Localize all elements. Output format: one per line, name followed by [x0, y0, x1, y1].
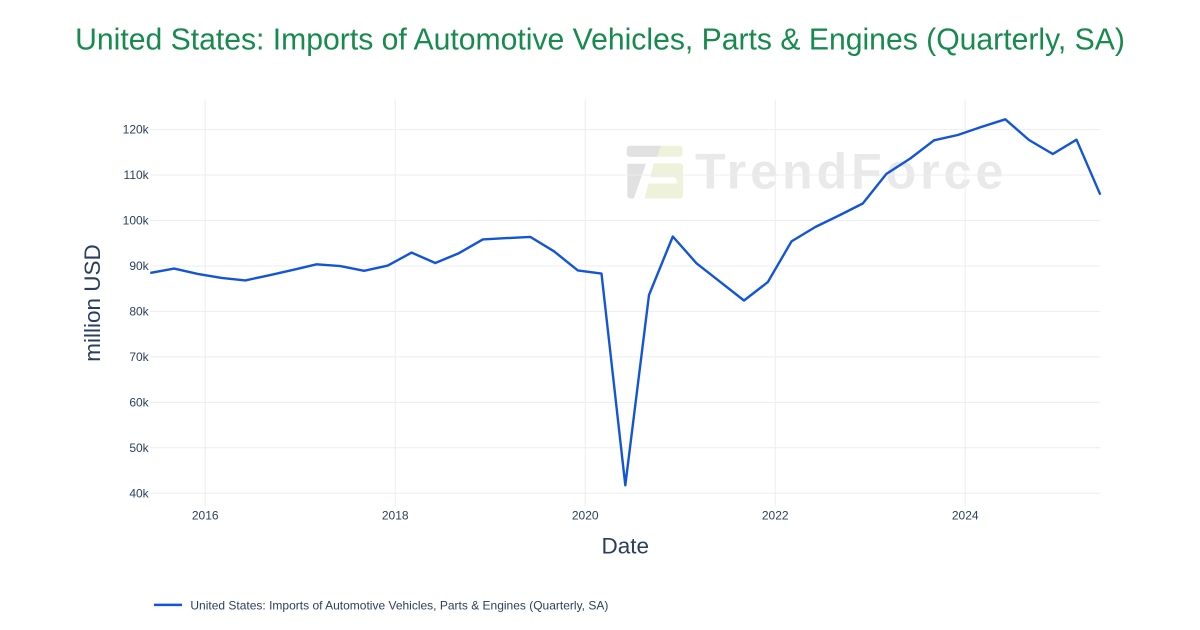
svg-text:40k: 40k: [129, 486, 149, 500]
svg-text:50k: 50k: [129, 441, 149, 455]
svg-text:2022: 2022: [762, 509, 789, 523]
svg-text:100k: 100k: [123, 214, 150, 228]
svg-text:60k: 60k: [129, 396, 149, 410]
svg-text:70k: 70k: [129, 350, 149, 364]
svg-text:110k: 110k: [124, 168, 150, 182]
svg-text:Date: Date: [602, 533, 650, 558]
svg-text:2020: 2020: [572, 509, 599, 523]
svg-text:million USD: million USD: [80, 244, 105, 362]
svg-text:United States: Imports of Auto: United States: Imports of Automotive Veh…: [190, 599, 608, 613]
svg-text:2024: 2024: [952, 509, 979, 523]
svg-text:TrendForce: TrendForce: [695, 144, 1007, 200]
svg-text:2018: 2018: [382, 509, 409, 523]
svg-text:2016: 2016: [192, 509, 219, 523]
svg-text:120k: 120k: [123, 123, 150, 137]
svg-text:United States: Imports of Auto: United States: Imports of Automotive Veh…: [75, 23, 1125, 56]
svg-text:80k: 80k: [129, 305, 149, 319]
svg-text:90k: 90k: [129, 259, 149, 273]
